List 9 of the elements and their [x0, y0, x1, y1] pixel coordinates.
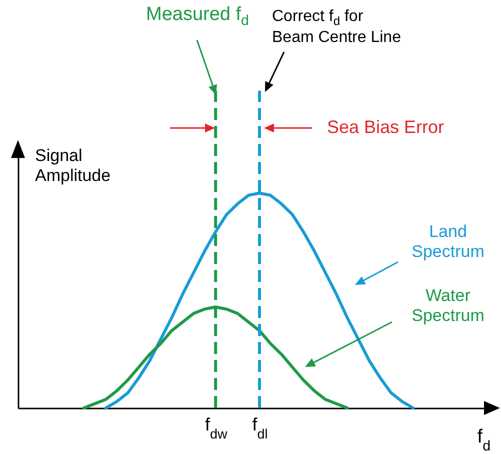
- text: Water Spectrum: [410, 286, 486, 326]
- y-axis-title: Signal Amplitude: [35, 146, 112, 186]
- text: Land Spectrum: [410, 222, 486, 262]
- x-axis-title: f$_{d}$: [477, 426, 490, 454]
- x-tick-label: f$_{dl}$: [252, 414, 268, 441]
- text: Sea Bias Error: [327, 117, 444, 138]
- x-tick-label: f$_{dw}$: [204, 414, 228, 441]
- ref-line-label: Measured f$_{d}$: [146, 4, 249, 30]
- ref-line-label: Correct f$_{d}$ for Beam Centre Line: [272, 8, 402, 48]
